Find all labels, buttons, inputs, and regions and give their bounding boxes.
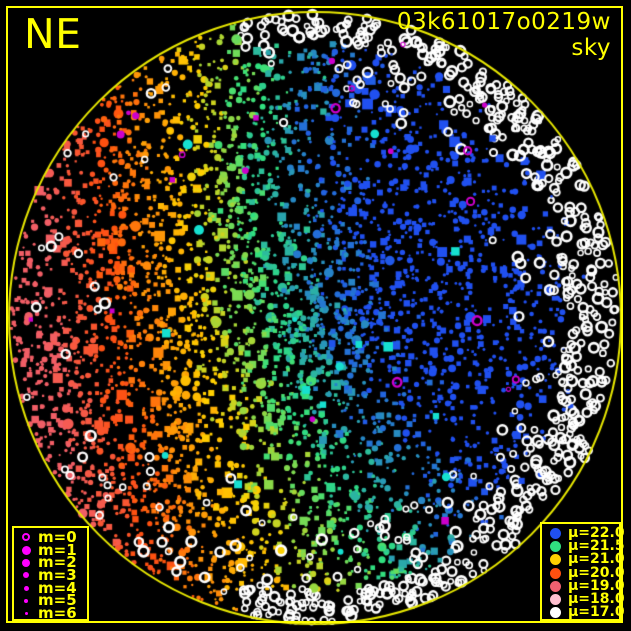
mag-legend-marker-icon [22, 558, 30, 567]
mu-legend-label: μ=22.0 [568, 525, 625, 542]
mu-legend-label: μ=19.0 [568, 577, 625, 594]
mu-legend-swatch-cell [542, 566, 568, 580]
mu-legend-label: μ=17.0 [568, 604, 625, 621]
mu-legend-label: μ=21.5 [568, 538, 625, 555]
mag-legend-swatch-cell [14, 533, 38, 542]
magnitude-size-legend: m=0 m=1 m=2 m=3 m=4 m=5 m=6 [12, 526, 89, 621]
mag-legend-label: m=0 [38, 527, 77, 546]
mu-legend-marker-icon [548, 527, 562, 541]
mu-legend-swatch-cell [542, 606, 568, 620]
mag-legend-marker-icon [24, 598, 28, 603]
mag-legend-row: m=1 [14, 540, 87, 559]
mu-legend-swatch-cell [542, 540, 568, 554]
mu-legend-label: μ=18.0 [568, 591, 625, 608]
mu-legend-marker-icon [548, 579, 562, 593]
mu-legend-marker-icon [548, 566, 562, 580]
field-name-label: 03k61017o0219w [396, 9, 611, 35]
mag-legend-label: m=4 [38, 578, 77, 597]
mu-legend-marker-icon [548, 553, 562, 567]
mag-legend-swatch-cell [14, 611, 38, 615]
mu-legend-swatch-cell [542, 553, 568, 567]
mu-legend-row: μ=18.0 [542, 592, 625, 607]
mu-legend-row: μ=22.0 [542, 526, 625, 541]
mu-legend-row: μ=17.0 [542, 605, 625, 620]
mag-legend-label: m=6 [38, 603, 77, 622]
mu-legend-row: μ=21.0 [542, 552, 625, 567]
mag-legend-label: m=1 [38, 540, 77, 559]
surface-brightness-color-legend: μ=22.0 μ=21.5 μ=21.0 μ=20.0 μ=19.0 μ=18.0 μ=17… [540, 522, 625, 621]
mu-legend-label: μ=21.0 [568, 551, 625, 568]
mag-legend-swatch-cell [14, 572, 38, 579]
mag-legend-swatch-cell [14, 558, 38, 567]
mu-legend-marker-icon [548, 606, 562, 620]
mag-legend-row: m=2 [14, 553, 87, 572]
mag-legend-row: m=3 [14, 565, 87, 584]
mag-legend-swatch-cell [14, 598, 38, 603]
mag-legend-label: m=2 [38, 553, 77, 572]
mag-legend-marker-icon [24, 611, 28, 615]
mu-legend-swatch-cell [542, 593, 568, 607]
mag-legend-swatch-cell [14, 545, 38, 555]
mu-legend-swatch-cell [542, 579, 568, 593]
mag-legend-label: m=5 [38, 591, 77, 610]
mu-legend-swatch-cell [542, 527, 568, 541]
plot-type-label: sky [571, 35, 611, 61]
mag-legend-label: m=3 [38, 565, 77, 584]
mag-legend-marker-icon [23, 572, 29, 579]
mu-legend-row: μ=21.5 [542, 539, 625, 554]
mag-legend-swatch-cell [14, 585, 38, 591]
mag-legend-marker-icon [21, 545, 31, 555]
mag-legend-row: m=5 [14, 591, 87, 610]
mag-legend-row: m=0 [14, 527, 87, 546]
mu-legend-marker-icon [548, 593, 562, 607]
orientation-label-ne: NE [24, 10, 82, 58]
mu-legend-row: μ=20.0 [542, 566, 625, 580]
mag-legend-marker-icon [23, 585, 29, 591]
mag-legend-row: m=6 [14, 603, 87, 622]
mu-legend-label: μ=20.0 [568, 564, 625, 581]
mu-legend-marker-icon [548, 540, 562, 554]
mag-legend-row: m=4 [14, 578, 87, 597]
mu-legend-row: μ=19.0 [542, 579, 625, 593]
mag-legend-marker-icon [22, 533, 30, 542]
